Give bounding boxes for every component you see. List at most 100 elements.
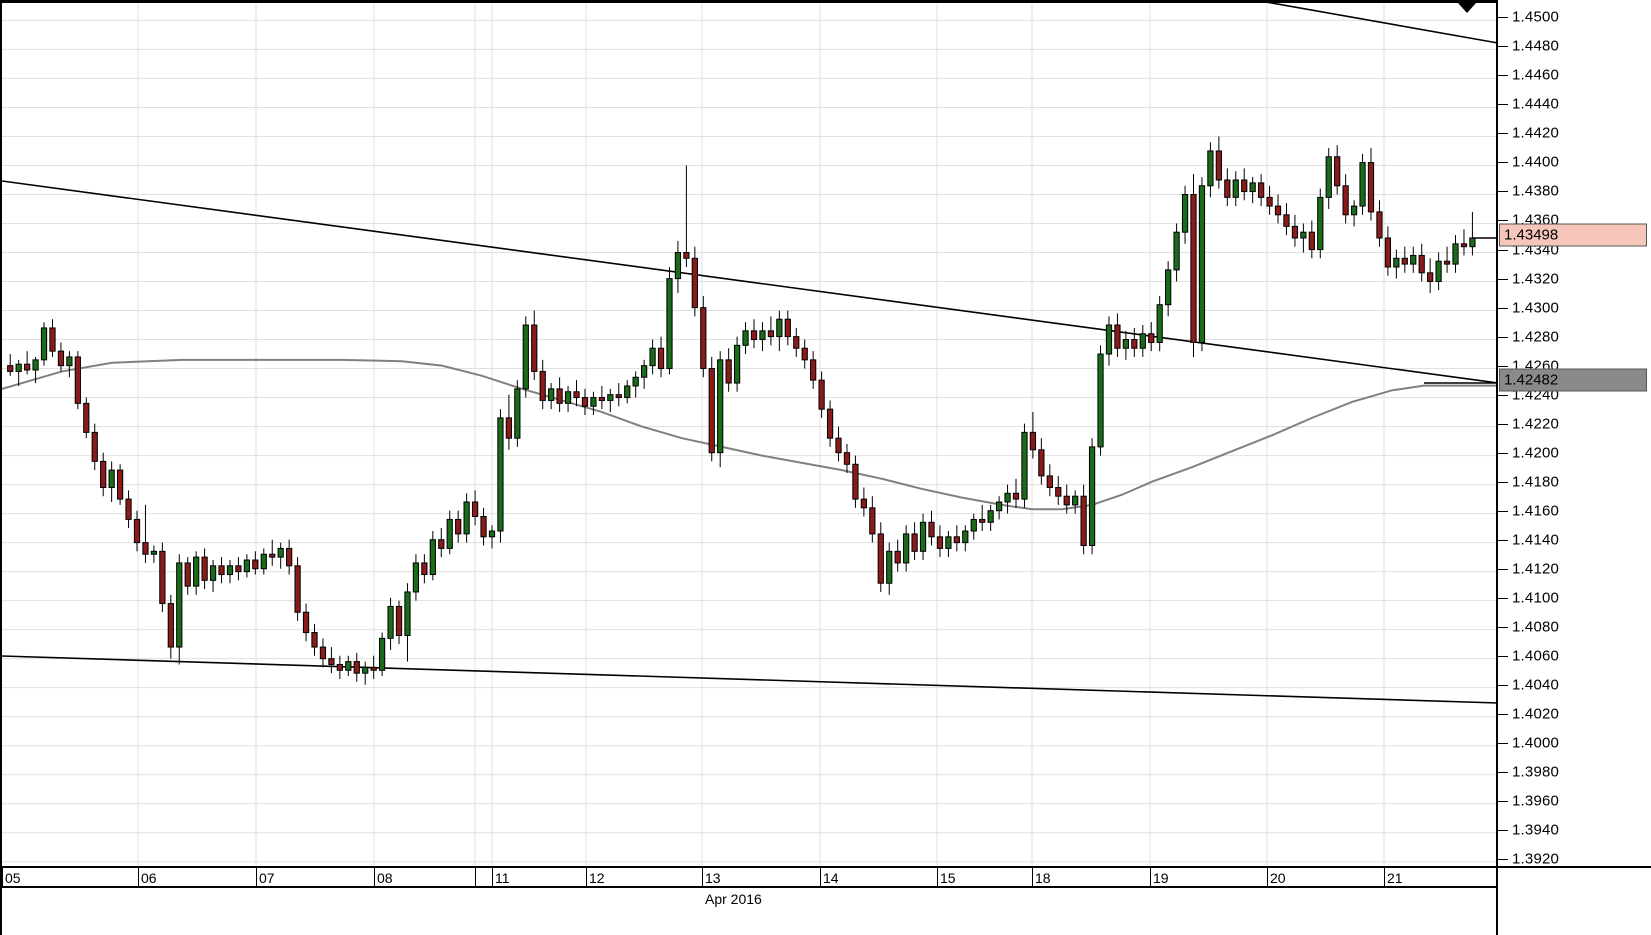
price-tick — [1498, 858, 1508, 860]
price-tick — [1498, 510, 1508, 512]
date-tick-separator — [1150, 868, 1151, 888]
price-tick-label: 1.4100 — [1512, 589, 1560, 607]
price-tick — [1498, 191, 1508, 193]
price-tick-label: 1.4160 — [1512, 502, 1560, 520]
candlestick-series — [7, 136, 1476, 685]
price-tick — [1498, 104, 1508, 106]
price-tick — [1498, 626, 1508, 628]
price-tick — [1498, 539, 1508, 541]
date-tick-label: 13 — [705, 870, 721, 886]
date-tick-separator — [138, 868, 139, 888]
chart-canvas — [2, 3, 1498, 869]
current-price-tag[interactable]: 1.43498 — [1499, 223, 1647, 247]
price-tick — [1498, 336, 1508, 338]
price-tick-label: 1.4500 — [1512, 8, 1560, 26]
date-tick-separator — [2, 868, 3, 888]
price-tick — [1498, 771, 1508, 773]
price-tick — [1498, 452, 1508, 454]
price-tick-label: 1.4200 — [1512, 444, 1560, 462]
chart-top-marker — [1458, 3, 1476, 13]
price-tick-label: 1.4120 — [1512, 560, 1560, 578]
price-tick-label: 1.4320 — [1512, 270, 1560, 287]
price-tick — [1498, 568, 1508, 570]
price-tick-label: 1.4180 — [1512, 473, 1560, 491]
price-tick — [1498, 829, 1508, 831]
date-tick-label: 21 — [1387, 870, 1403, 886]
price-tick — [1498, 46, 1508, 48]
price-tick — [1498, 249, 1508, 251]
horizontal-gridlines — [2, 19, 1498, 863]
price-tick-label: 1.4080 — [1512, 618, 1560, 636]
price-tick — [1498, 278, 1508, 280]
price-tick-label: 1.4460 — [1512, 66, 1560, 84]
date-tick-label: 08 — [377, 870, 393, 886]
moving-average-price-tag[interactable]: 1.42482 — [1499, 368, 1647, 392]
date-axis[interactable]: 05 06 07 08 11 12 13 14 15 18 19 20 21 Apr 2016 — [0, 866, 1496, 935]
price-axis[interactable]: 1.4500 1.4480 1.4460 1.4440 1.4420 1.4400 1.43… — [1496, 0, 1651, 868]
price-tick — [1498, 423, 1508, 425]
month-year-label: Apr 2016 — [705, 891, 762, 907]
moving-average-line — [2, 358, 1498, 511]
date-tick-label: 07 — [259, 870, 275, 886]
price-tick — [1498, 394, 1508, 396]
axis-corner — [1496, 866, 1651, 935]
price-tick-label: 1.4140 — [1512, 531, 1560, 549]
price-tick — [1498, 742, 1508, 744]
price-tick-label: 1.4300 — [1512, 299, 1560, 317]
price-tick-label: 1.3940 — [1512, 821, 1560, 839]
price-tick — [1498, 597, 1508, 599]
price-tick — [1498, 713, 1508, 715]
current-price-line — [1424, 237, 1498, 384]
price-tick-label: 1.3920 — [1512, 850, 1560, 868]
date-tick-label: 19 — [1153, 870, 1169, 886]
date-tick-label: 12 — [589, 870, 605, 886]
price-tick — [1498, 365, 1508, 367]
price-tick — [1498, 220, 1508, 222]
price-tick-label: 1.4420 — [1512, 124, 1560, 142]
date-tick-label: 20 — [1270, 870, 1286, 886]
price-tick — [1498, 75, 1508, 77]
date-tick-label: 14 — [823, 870, 839, 886]
price-tick — [1498, 17, 1508, 19]
date-tick-separator — [820, 868, 821, 888]
price-tick — [1498, 133, 1508, 135]
chart-plot-area[interactable] — [0, 0, 1498, 869]
price-tick-label: 1.3960 — [1512, 792, 1560, 810]
date-tick-separator — [1032, 868, 1033, 888]
price-tick — [1498, 162, 1508, 164]
price-tick — [1498, 307, 1508, 309]
price-tick-label: 1.4060 — [1512, 647, 1560, 665]
price-tick-label: 1.3980 — [1512, 763, 1560, 781]
date-tick-separator — [702, 868, 703, 888]
date-tick-band — [2, 868, 1496, 888]
date-tick-separator — [937, 868, 938, 888]
date-tick-separator — [374, 868, 375, 888]
price-tick-label: 1.4000 — [1512, 734, 1560, 752]
date-tick-separator — [256, 868, 257, 888]
price-tick-label: 1.4380 — [1512, 182, 1560, 200]
date-tick-label: 06 — [141, 870, 157, 886]
price-tick — [1498, 800, 1508, 802]
date-tick-separator — [1267, 868, 1268, 888]
date-tick-separator — [586, 868, 587, 888]
price-tick — [1498, 684, 1508, 686]
price-tick-label: 1.4040 — [1512, 676, 1560, 694]
date-tick-separator — [475, 868, 476, 888]
date-tick-separator — [492, 868, 493, 888]
price-tick-label: 1.4440 — [1512, 95, 1560, 113]
price-tick-label: 1.4400 — [1512, 153, 1560, 171]
date-tick-label: 11 — [495, 870, 510, 886]
price-tick-label: 1.4480 — [1512, 37, 1560, 55]
date-tick-label: 05 — [5, 870, 21, 886]
date-tick-label: 18 — [1035, 870, 1051, 886]
price-tick — [1498, 655, 1508, 657]
date-tick-label: 15 — [940, 870, 956, 886]
price-tick-label: 1.4280 — [1512, 328, 1560, 346]
price-tick — [1498, 481, 1508, 483]
vertical-gridlines — [137, 3, 1385, 869]
price-tick-label: 1.4220 — [1512, 415, 1560, 433]
date-tick-separator — [1384, 868, 1385, 888]
trendlines — [2, 3, 1498, 704]
price-tick-label: 1.4020 — [1512, 705, 1560, 723]
